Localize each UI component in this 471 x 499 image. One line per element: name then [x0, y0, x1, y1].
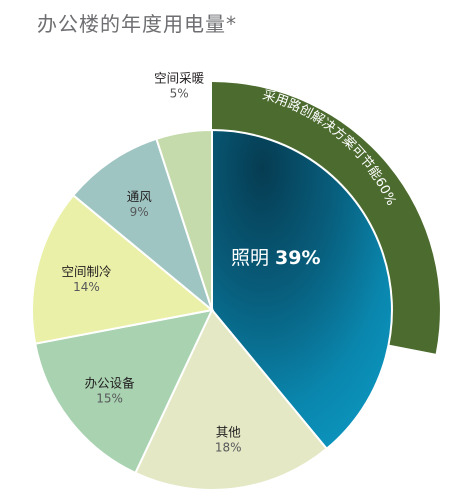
- slice-label: 其他: [216, 425, 242, 440]
- slice-value-label: 5%: [170, 87, 189, 101]
- slice-label: 通风: [127, 189, 153, 204]
- slice-label-main: 照明 39%: [231, 247, 321, 269]
- slice-0: [211, 128, 393, 451]
- slice-1: [134, 308, 329, 491]
- slice-value-label: 18%: [215, 441, 242, 455]
- slice-2: [34, 308, 214, 475]
- slice-5: [155, 128, 213, 311]
- slice-value-label: 15%: [96, 391, 123, 405]
- slice-value-label: 14%: [73, 280, 100, 294]
- slice-label: 空间制冷: [61, 264, 111, 279]
- slice-3: [31, 193, 215, 345]
- slice-label: 办公设备: [85, 375, 136, 390]
- slice-4: [71, 137, 215, 313]
- chart-title: 办公楼的年度用电量*: [37, 12, 237, 36]
- slice-value-label: 9%: [130, 205, 149, 219]
- slice-label: 空间采暖: [154, 71, 205, 86]
